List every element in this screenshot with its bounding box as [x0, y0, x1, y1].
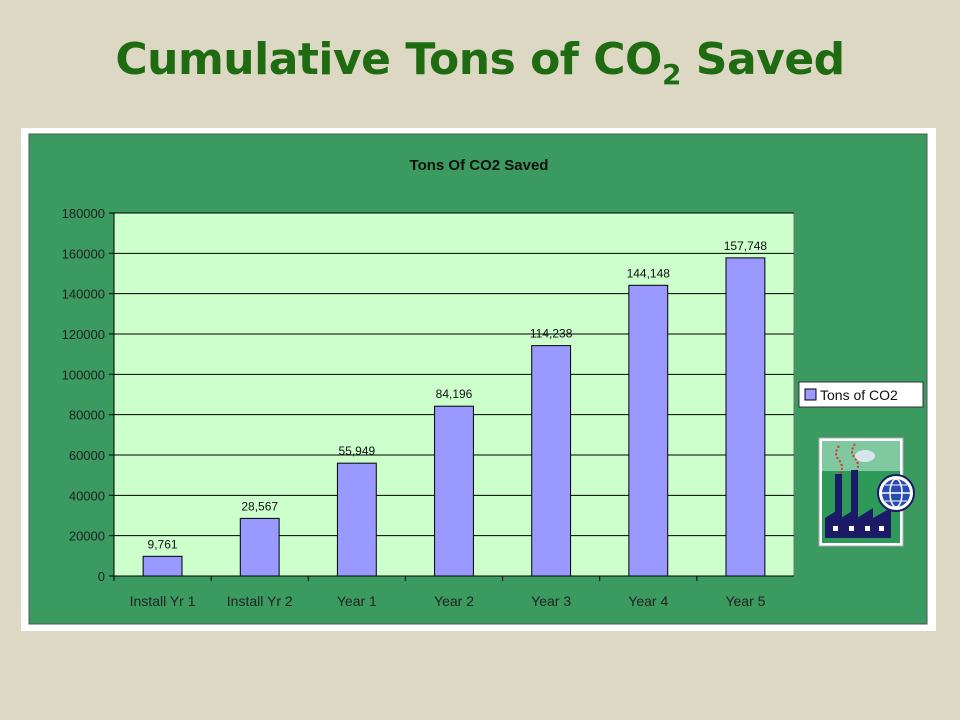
bar [142, 555, 183, 577]
legend-swatch [804, 388, 817, 401]
data-label: 114,238 [530, 327, 573, 341]
chart-frame: Tons Of CO2 Saved 0 20000 40000 60000 80000 1… [21, 128, 936, 631]
x-tick-label: Year 1 [337, 593, 377, 609]
bar [336, 462, 377, 577]
data-labels: 9,761 28,567 55,949 84,196 114,238 144,148 157… [148, 239, 768, 551]
x-tick-label: Year 2 [434, 593, 474, 609]
legend-label: Tons of CO2 [820, 387, 898, 403]
x-tick-label: Year 4 [628, 593, 668, 609]
bar [531, 345, 572, 577]
data-label: 84,196 [436, 387, 473, 401]
slide-title: Cumulative Tons of CO2 Saved [0, 34, 960, 89]
x-tick-label: Year 5 [725, 593, 765, 609]
bars [142, 257, 766, 577]
y-tick-label: 40000 [69, 488, 105, 503]
y-tick-label: 100000 [62, 367, 105, 382]
x-tick-label: Install Yr 1 [130, 593, 196, 609]
chart-title: Tons Of CO2 Saved [410, 157, 549, 174]
data-label: 55,949 [339, 444, 376, 458]
slide-title-end: Saved [680, 34, 845, 85]
bar [434, 405, 474, 577]
y-tick-label: 180000 [62, 206, 105, 221]
legend: Tons of CO2 [798, 381, 924, 408]
data-label: 9,761 [148, 537, 178, 551]
bar [239, 517, 280, 577]
x-tick-label: Year 3 [531, 593, 571, 609]
y-tick-label: 20000 [69, 529, 105, 544]
data-label: 28,567 [241, 499, 278, 513]
slide-title-main: Cumulative Tons of CO [115, 34, 662, 85]
x-axis-labels: Install Yr 1 Install Yr 2 Year 1 Year 2 Year… [113, 576, 766, 609]
y-tick-label: 60000 [69, 448, 105, 463]
data-label: 157,748 [724, 239, 768, 253]
data-label: 144,148 [627, 266, 671, 280]
y-tick-label: 120000 [62, 327, 105, 342]
y-tick-label: 160000 [62, 246, 105, 261]
bar [628, 284, 669, 577]
legend-box [798, 381, 924, 408]
y-axis-ticks: 0 20000 40000 60000 80000 100000 120000 140000 1… [62, 206, 114, 584]
factory-smokestack-globe-icon [818, 437, 915, 547]
y-tick-label: 140000 [62, 287, 105, 302]
y-tick-label: 80000 [69, 408, 105, 423]
bar-chart: Tons Of CO2 Saved 0 20000 40000 60000 80000 1… [28, 133, 928, 625]
slide-title-subscript: 2 [661, 58, 681, 91]
bar [725, 257, 766, 577]
y-tick-label: 0 [98, 569, 105, 584]
x-tick-label: Install Yr 2 [227, 593, 293, 609]
